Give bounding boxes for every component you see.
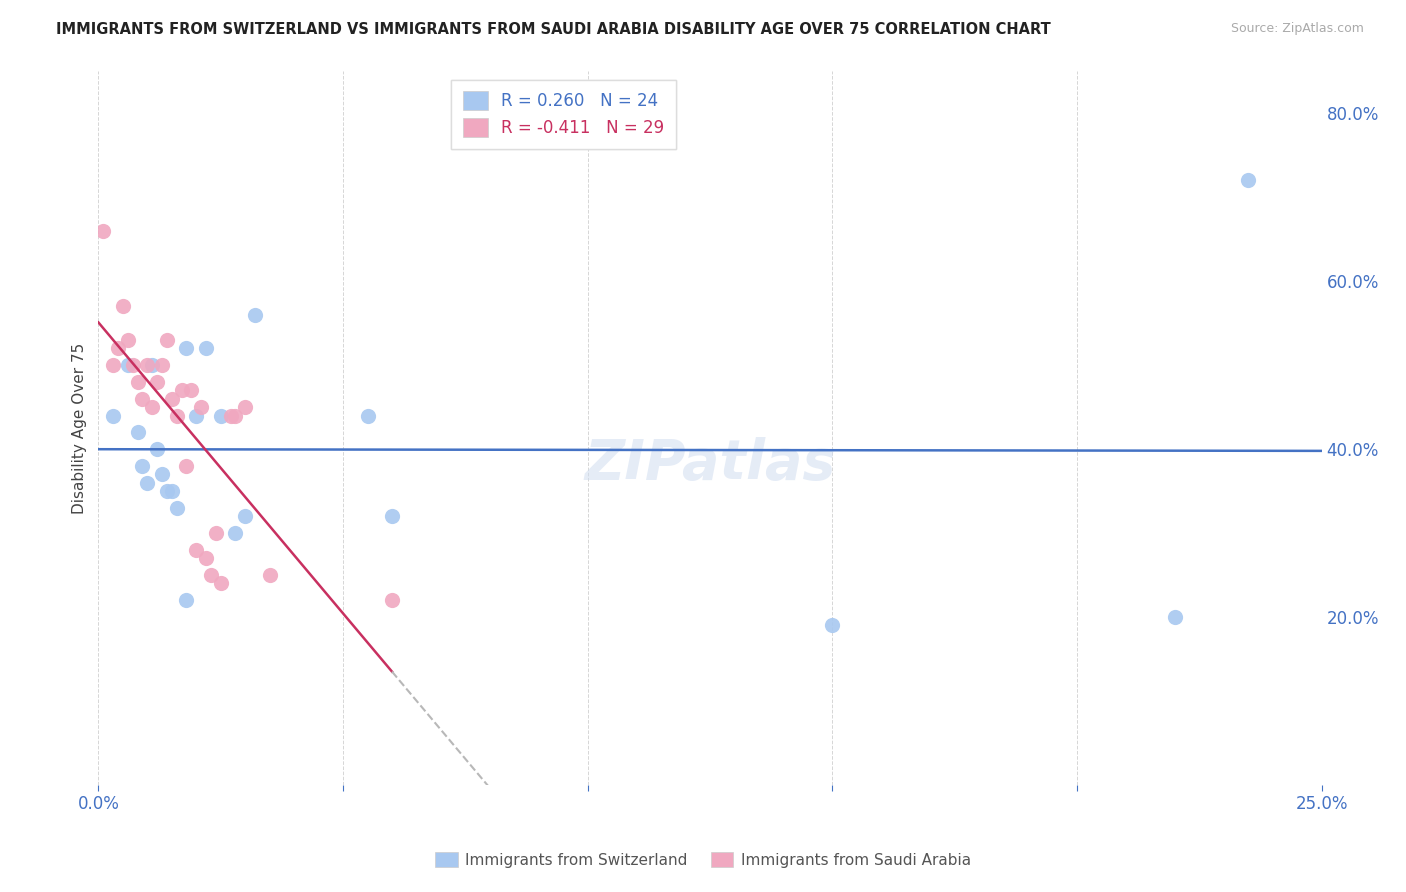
Point xyxy=(186,542,208,557)
Point xyxy=(156,333,179,347)
Point xyxy=(1237,173,1260,187)
Y-axis label: Disability Age Over 75: Disability Age Over 75 xyxy=(72,343,87,514)
Point xyxy=(176,593,198,607)
Point xyxy=(121,358,143,372)
Point xyxy=(233,509,256,524)
Point xyxy=(141,358,163,372)
Point xyxy=(209,409,232,423)
Point xyxy=(219,409,242,423)
Point xyxy=(200,568,222,582)
Point xyxy=(180,384,202,398)
Point xyxy=(111,300,134,314)
Point xyxy=(117,358,139,372)
Point xyxy=(821,618,844,632)
Point xyxy=(381,509,404,524)
Point xyxy=(101,409,124,423)
Point xyxy=(146,442,169,457)
Point xyxy=(176,458,198,473)
Point xyxy=(91,224,114,238)
Text: IMMIGRANTS FROM SWITZERLAND VS IMMIGRANTS FROM SAUDI ARABIA DISABILITY AGE OVER : IMMIGRANTS FROM SWITZERLAND VS IMMIGRANT… xyxy=(56,22,1052,37)
Point xyxy=(127,375,149,389)
Point xyxy=(136,358,159,372)
Point xyxy=(131,458,153,473)
Legend: R = 0.260   N = 24, R = -0.411   N = 29: R = 0.260 N = 24, R = -0.411 N = 29 xyxy=(451,79,676,149)
Legend: Immigrants from Switzerland, Immigrants from Saudi Arabia: Immigrants from Switzerland, Immigrants … xyxy=(427,844,979,875)
Point xyxy=(166,500,188,515)
Point xyxy=(146,375,169,389)
Point xyxy=(259,568,281,582)
Point xyxy=(224,526,246,541)
Point xyxy=(131,392,153,406)
Point xyxy=(166,409,188,423)
Point xyxy=(381,593,404,607)
Point xyxy=(107,342,129,356)
Point xyxy=(243,308,266,322)
Point xyxy=(160,484,183,499)
Point xyxy=(195,551,218,566)
Point xyxy=(127,425,149,440)
Point xyxy=(136,475,159,490)
Point xyxy=(141,400,163,414)
Point xyxy=(150,358,173,372)
Text: ZIPatlas: ZIPatlas xyxy=(585,437,835,491)
Point xyxy=(195,342,218,356)
Point xyxy=(156,484,179,499)
Point xyxy=(117,333,139,347)
Point xyxy=(205,526,228,541)
Point xyxy=(356,409,378,423)
Point xyxy=(209,576,232,591)
Point xyxy=(186,409,208,423)
Point xyxy=(160,392,183,406)
Point xyxy=(170,384,193,398)
Point xyxy=(224,409,246,423)
Point xyxy=(233,400,256,414)
Point xyxy=(101,358,124,372)
Point xyxy=(190,400,212,414)
Point xyxy=(176,342,198,356)
Text: Source: ZipAtlas.com: Source: ZipAtlas.com xyxy=(1230,22,1364,36)
Point xyxy=(150,467,173,482)
Point xyxy=(1164,610,1187,624)
